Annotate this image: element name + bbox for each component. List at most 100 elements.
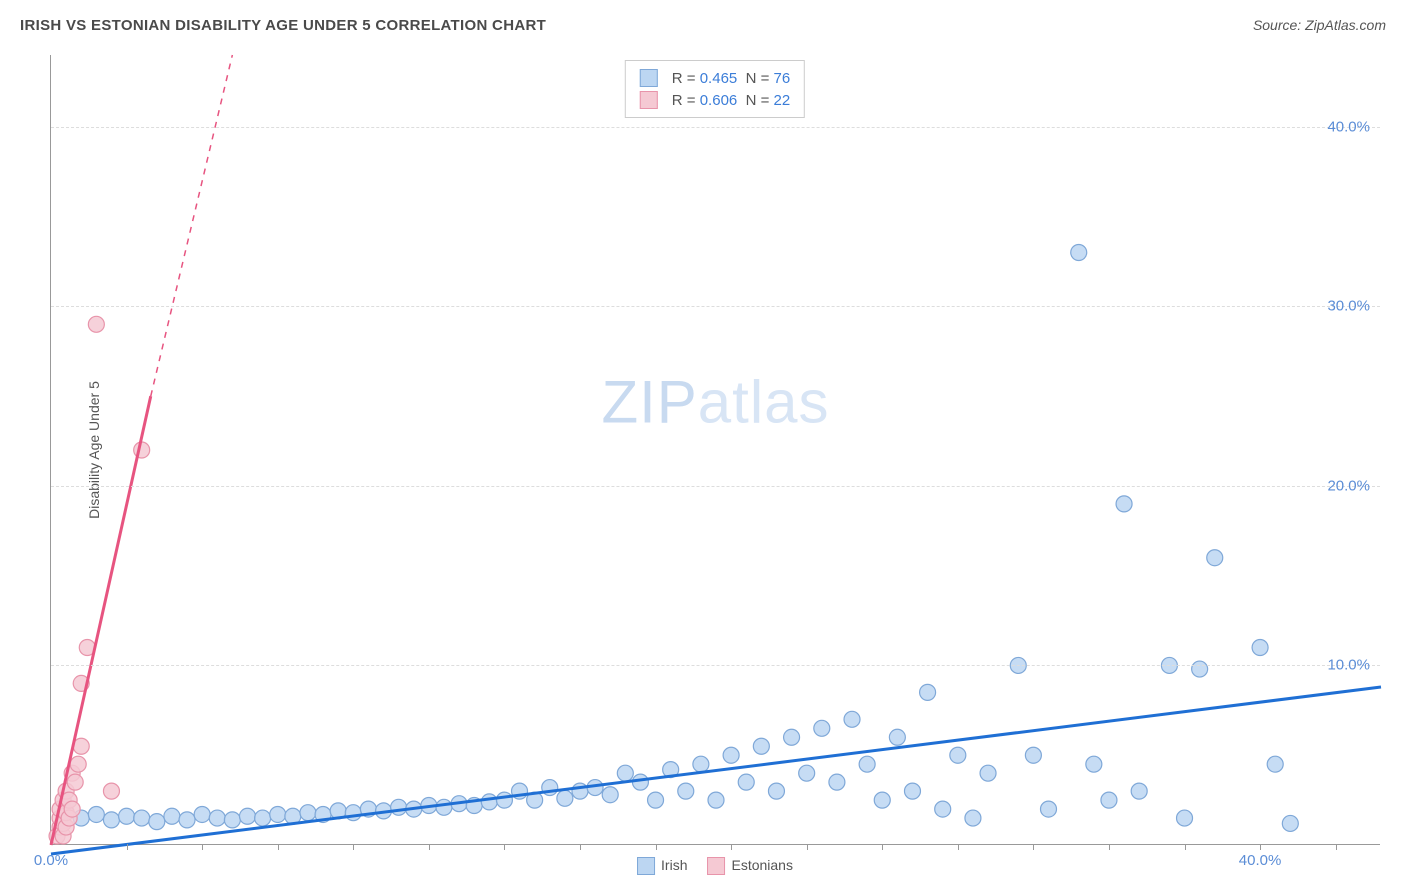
data-point[interactable] (88, 806, 104, 822)
data-point[interactable] (209, 810, 225, 826)
data-point[interactable] (1071, 245, 1087, 261)
data-point[interactable] (980, 765, 996, 781)
x-tick (1336, 844, 1337, 850)
data-point[interactable] (1131, 783, 1147, 799)
swatch-estonians (640, 91, 658, 109)
data-point[interactable] (965, 810, 981, 826)
data-point[interactable] (799, 765, 815, 781)
scatter-plot-svg (51, 55, 1380, 844)
data-point[interactable] (859, 756, 875, 772)
data-point[interactable] (693, 756, 709, 772)
data-point[interactable] (738, 774, 754, 790)
x-tick-label: 0.0% (34, 852, 68, 869)
data-point[interactable] (239, 808, 255, 824)
x-tick (656, 844, 657, 850)
y-tick-label: 20.0% (1327, 477, 1370, 494)
trend-line (51, 396, 151, 845)
y-tick-label: 10.0% (1327, 657, 1370, 674)
swatch-irish-icon (637, 857, 655, 875)
plot-area: ZIPatlas 10.0%20.0%30.0%40.0%0.0%40.0% (50, 55, 1380, 845)
data-point[interactable] (436, 799, 452, 815)
x-tick (1260, 844, 1261, 850)
data-point[interactable] (1177, 810, 1193, 826)
data-point[interactable] (708, 792, 724, 808)
data-point[interactable] (67, 774, 83, 790)
source-attribution: Source: ZipAtlas.com (1253, 17, 1386, 33)
data-point[interactable] (481, 794, 497, 810)
legend-item-estonians: Estonians (707, 857, 792, 875)
trend-line (51, 687, 1381, 854)
data-point[interactable] (1025, 747, 1041, 763)
correlation-legend: R = 0.465 N = 76 R = 0.606 N = 22 (625, 60, 805, 118)
x-tick (504, 844, 505, 850)
data-point[interactable] (391, 799, 407, 815)
data-point[interactable] (134, 810, 150, 826)
data-point[interactable] (149, 814, 165, 830)
gridline (51, 665, 1380, 666)
data-point[interactable] (1192, 661, 1208, 677)
data-point[interactable] (602, 787, 618, 803)
x-tick-label: 40.0% (1239, 852, 1282, 869)
data-point[interactable] (617, 765, 633, 781)
legend-row-estonians: R = 0.606 N = 22 (640, 89, 790, 111)
data-point[interactable] (678, 783, 694, 799)
data-point[interactable] (1267, 756, 1283, 772)
x-tick (882, 844, 883, 850)
data-point[interactable] (950, 747, 966, 763)
data-point[interactable] (496, 792, 512, 808)
data-point[interactable] (103, 783, 119, 799)
legend-item-irish: Irish (637, 857, 687, 875)
data-point[interactable] (844, 711, 860, 727)
data-point[interactable] (64, 801, 80, 817)
data-point[interactable] (935, 801, 951, 817)
swatch-irish (640, 69, 658, 87)
data-point[interactable] (1086, 756, 1102, 772)
data-point[interactable] (874, 792, 890, 808)
data-point[interactable] (920, 684, 936, 700)
data-point[interactable] (723, 747, 739, 763)
data-point[interactable] (179, 812, 195, 828)
data-point[interactable] (119, 808, 135, 824)
gridline (51, 127, 1380, 128)
legend-row-irish: R = 0.465 N = 76 (640, 67, 790, 89)
x-tick (278, 844, 279, 850)
data-point[interactable] (1282, 815, 1298, 831)
data-point[interactable] (904, 783, 920, 799)
x-tick (731, 844, 732, 850)
data-point[interactable] (88, 316, 104, 332)
x-tick (807, 844, 808, 850)
data-point[interactable] (300, 805, 316, 821)
data-point[interactable] (270, 806, 286, 822)
data-point[interactable] (889, 729, 905, 745)
data-point[interactable] (648, 792, 664, 808)
data-point[interactable] (768, 783, 784, 799)
y-tick-label: 40.0% (1327, 118, 1370, 135)
data-point[interactable] (194, 806, 210, 822)
data-point[interactable] (1116, 496, 1132, 512)
x-tick (958, 844, 959, 850)
data-point[interactable] (224, 812, 240, 828)
data-point[interactable] (164, 808, 180, 824)
x-tick (127, 844, 128, 850)
data-point[interactable] (784, 729, 800, 745)
data-point[interactable] (70, 756, 86, 772)
data-point[interactable] (814, 720, 830, 736)
x-tick (1033, 844, 1034, 850)
series-legend: Irish Estonians (637, 857, 793, 875)
x-tick (580, 844, 581, 850)
data-point[interactable] (753, 738, 769, 754)
data-point[interactable] (345, 805, 361, 821)
data-point[interactable] (557, 790, 573, 806)
data-point[interactable] (255, 810, 271, 826)
data-point[interactable] (1101, 792, 1117, 808)
data-point[interactable] (103, 812, 119, 828)
x-tick (1109, 844, 1110, 850)
data-point[interactable] (1252, 640, 1268, 656)
data-point[interactable] (1041, 801, 1057, 817)
x-tick (202, 844, 203, 850)
y-tick-label: 30.0% (1327, 298, 1370, 315)
x-tick (353, 844, 354, 850)
swatch-estonians-icon (707, 857, 725, 875)
data-point[interactable] (829, 774, 845, 790)
data-point[interactable] (1207, 550, 1223, 566)
